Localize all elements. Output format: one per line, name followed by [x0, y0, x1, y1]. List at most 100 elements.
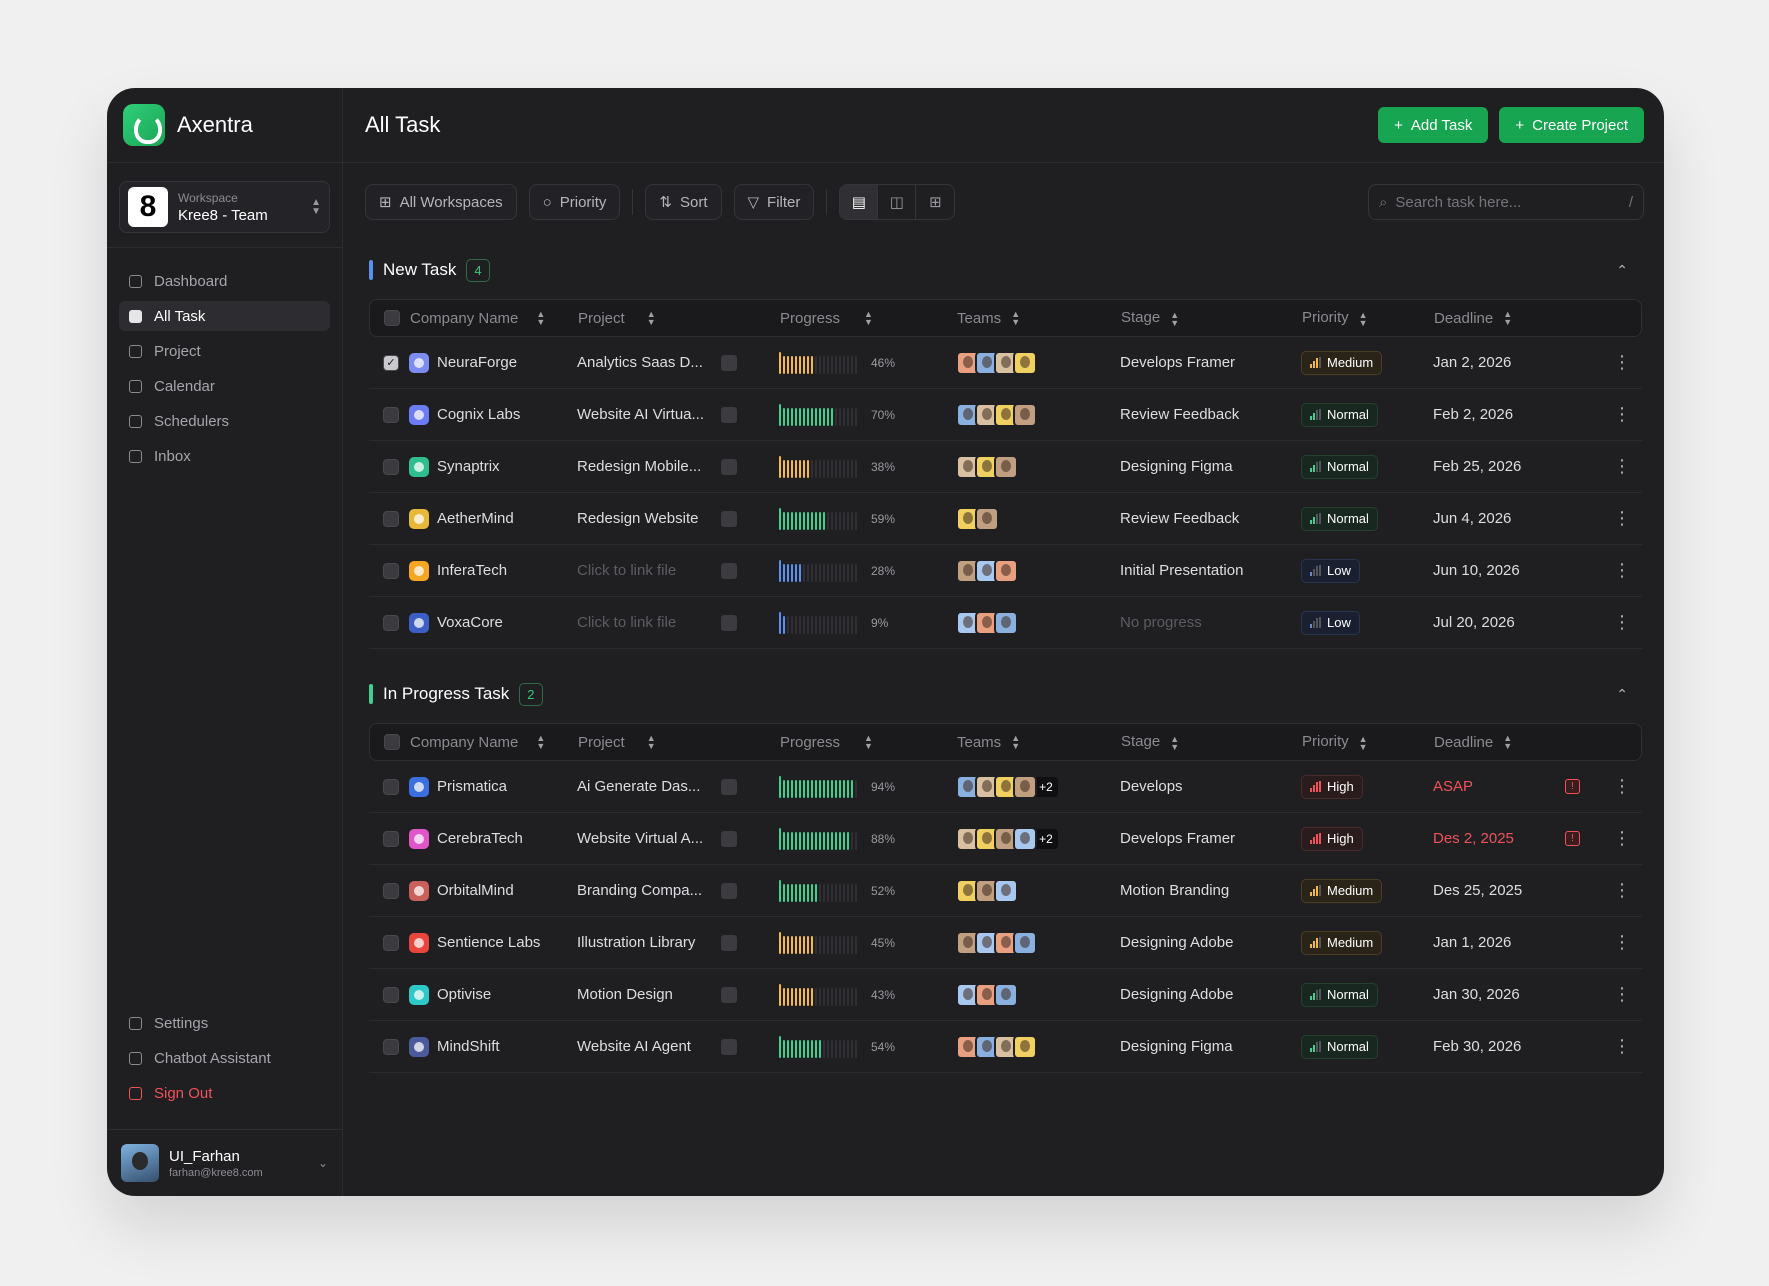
project-name[interactable]: Redesign Website [577, 510, 699, 527]
row-checkbox[interactable] [383, 882, 399, 899]
row-checkbox[interactable] [383, 986, 399, 1003]
column-header-progress[interactable]: Progress ▲ ▼ [780, 734, 957, 751]
more-options-icon[interactable]: ⋮ [1613, 612, 1631, 632]
project-name[interactable]: Website AI Agent [577, 1038, 691, 1055]
table-row[interactable]: ✓ NeuraForge Analytics Saas D... 46% Develop… [369, 337, 1642, 389]
file-link-icon[interactable] [721, 406, 737, 423]
table-row[interactable]: Sentience Labs Illustration Library 45% Des… [369, 917, 1642, 969]
row-checkbox[interactable] [383, 1038, 399, 1055]
more-options-icon[interactable]: ⋮ [1613, 404, 1631, 424]
column-header-teams[interactable]: Teams ▲ ▼ [957, 310, 1121, 327]
more-options-icon[interactable]: ⋮ [1613, 984, 1631, 1004]
priority-button[interactable]: ○ Priority [528, 184, 621, 220]
more-options-icon[interactable]: ⋮ [1613, 352, 1631, 372]
row-checkbox[interactable] [383, 510, 399, 527]
table-row[interactable]: VoxaCore Click to link file 9% No progress L… [369, 597, 1642, 649]
project-name[interactable]: Analytics Saas D... [577, 354, 703, 371]
workspace-switcher[interactable]: 8 Workspace Kree8 - Team ▲ ▼ [119, 181, 330, 233]
company-name[interactable]: CerebraTech [437, 830, 523, 847]
table-view-icon[interactable]: ▤ [840, 185, 879, 219]
sidebar-item-schedulers[interactable]: Schedulers [119, 406, 330, 436]
project-name[interactable]: Branding Compa... [577, 882, 703, 899]
project-name[interactable]: Motion Design [577, 986, 673, 1003]
company-name[interactable]: Prismatica [437, 778, 508, 795]
project-name[interactable]: Website Virtual A... [577, 830, 704, 847]
more-options-icon[interactable]: ⋮ [1613, 508, 1631, 528]
column-header-deadline[interactable]: Deadline ▲ ▼ [1434, 734, 1601, 751]
select-all-checkbox[interactable] [384, 310, 400, 326]
table-row[interactable]: Prismatica Ai Generate Das... 94% +2 Develop… [369, 761, 1642, 813]
column-header-progress[interactable]: Progress ▲ ▼ [780, 310, 957, 327]
column-header-teams[interactable]: Teams ▲ ▼ [957, 734, 1121, 751]
file-link-icon[interactable] [721, 830, 737, 847]
column-header-project[interactable]: Project ▲ ▼ [578, 734, 780, 751]
company-name[interactable]: OrbitalMind [437, 882, 514, 899]
project-name[interactable]: Illustration Library [577, 934, 696, 951]
sidebar-item-project[interactable]: Project [119, 336, 330, 366]
split-view-icon[interactable]: ◫ [878, 185, 917, 219]
sidebar-item-sign-out[interactable]: Sign Out [119, 1078, 330, 1108]
row-checkbox[interactable] [383, 934, 399, 951]
company-name[interactable]: Synaptrix [437, 458, 500, 475]
company-name[interactable]: NeuraForge [437, 354, 518, 371]
sidebar-item-settings[interactable]: Settings [119, 1008, 330, 1038]
sort-button[interactable]: ⇅ Sort [645, 184, 722, 220]
column-header-project[interactable]: Project ▲ ▼ [578, 310, 780, 327]
row-checkbox[interactable] [383, 614, 399, 631]
chevron-down-icon[interactable]: ⌄ [317, 1156, 328, 1170]
column-header-priority[interactable]: Priority ▲ ▼ [1302, 309, 1434, 327]
company-name[interactable]: InferaTech [437, 562, 508, 579]
file-link-icon[interactable] [721, 778, 737, 795]
search-input[interactable]: ⌕ Search task here... / [1368, 184, 1644, 220]
row-checkbox[interactable] [383, 778, 399, 795]
sidebar-item-dashboard[interactable]: Dashboard [119, 266, 330, 296]
table-row[interactable]: Cognix Labs Website AI Virtua... 70% Review… [369, 389, 1642, 441]
filter-button[interactable]: ▽ Filter [733, 184, 815, 220]
project-name[interactable]: Click to link file [577, 614, 677, 631]
file-link-icon[interactable] [721, 510, 737, 527]
company-name[interactable]: Cognix Labs [437, 406, 521, 423]
table-row[interactable]: CerebraTech Website Virtual A... 88% +2 Deve… [369, 813, 1642, 865]
table-row[interactable]: InferaTech Click to link file 28% Initial P… [369, 545, 1642, 597]
row-checkbox[interactable] [383, 830, 399, 847]
file-link-icon[interactable] [721, 458, 737, 475]
grid-view-icon[interactable]: ⊞ [929, 194, 942, 211]
add-task-button[interactable]: + Add Task [1378, 107, 1489, 143]
column-header-priority[interactable]: Priority ▲ ▼ [1302, 733, 1434, 751]
more-options-icon[interactable]: ⋮ [1613, 456, 1631, 476]
company-name[interactable]: AetherMind [437, 510, 514, 527]
file-link-icon[interactable] [721, 986, 737, 1003]
chevron-up-icon[interactable]: ⌃ [1616, 685, 1628, 702]
row-checkbox[interactable] [383, 406, 399, 423]
create-project-button[interactable]: + Create Project [1499, 107, 1644, 143]
file-link-icon[interactable] [721, 934, 737, 951]
sidebar-item-all-task[interactable]: All Task [119, 301, 330, 331]
more-options-icon[interactable]: ⋮ [1613, 1036, 1631, 1056]
project-name[interactable]: Website AI Virtua... [577, 406, 705, 423]
more-options-icon[interactable]: ⋮ [1613, 560, 1631, 580]
all-workspaces-button[interactable]: ⊞ All Workspaces [365, 184, 517, 220]
select-all-checkbox[interactable] [384, 734, 400, 750]
project-name[interactable]: Click to link file [577, 562, 677, 579]
column-header-stage[interactable]: Stage ▲ ▼ [1121, 309, 1302, 327]
row-checkbox[interactable] [383, 562, 399, 579]
sidebar-item-inbox[interactable]: Inbox [119, 441, 330, 471]
column-header-stage[interactable]: Stage ▲ ▼ [1121, 733, 1302, 751]
file-link-icon[interactable] [721, 1038, 737, 1055]
more-options-icon[interactable]: ⋮ [1613, 932, 1631, 952]
table-row[interactable]: OrbitalMind Branding Compa... 52% Motion Br… [369, 865, 1642, 917]
file-link-icon[interactable] [721, 882, 737, 899]
row-checkbox[interactable]: ✓ [383, 354, 399, 371]
more-options-icon[interactable]: ⋮ [1613, 828, 1631, 848]
table-row[interactable]: AetherMind Redesign Website 59% Review Feed… [369, 493, 1642, 545]
project-name[interactable]: Ai Generate Das... [577, 778, 701, 795]
row-checkbox[interactable] [383, 458, 399, 475]
chevron-up-icon[interactable]: ⌃ [1616, 261, 1628, 278]
sidebar-item-chatbot-assistant[interactable]: Chatbot Assistant [119, 1043, 330, 1073]
table-row[interactable]: Synaptrix Redesign Mobile... 38% Designing … [369, 441, 1642, 493]
more-options-icon[interactable]: ⋮ [1613, 880, 1631, 900]
column-header-company-name[interactable]: Company Name ▲ ▼ [410, 734, 578, 751]
project-name[interactable]: Redesign Mobile... [577, 458, 702, 475]
file-link-icon[interactable] [721, 562, 737, 579]
column-header-deadline[interactable]: Deadline ▲ ▼ [1434, 310, 1601, 327]
